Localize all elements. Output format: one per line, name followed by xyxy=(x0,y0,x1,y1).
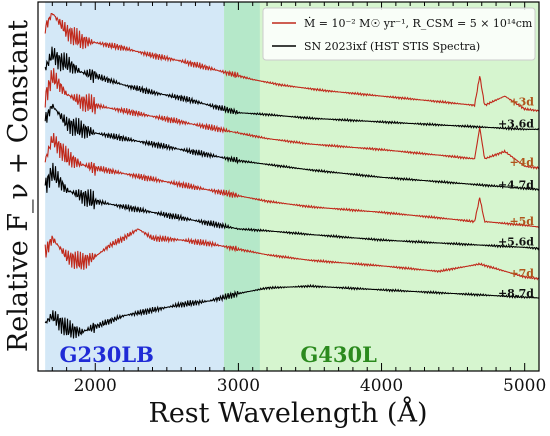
series-model-4d xyxy=(44,68,540,170)
epoch-label: +5d xyxy=(509,215,534,228)
band-labels: G230LB G430L xyxy=(60,342,378,367)
plot-frame xyxy=(37,1,540,372)
series-sn-2023ixf-5-6d xyxy=(44,162,540,251)
legend-box xyxy=(262,7,536,61)
x-axis-title: Rest Wavelength (Å) xyxy=(148,396,427,429)
x-tick-label: 5000 xyxy=(503,376,546,396)
band-label-g230lb: G230LB xyxy=(60,342,154,367)
band-label-g430l: G430L xyxy=(300,342,377,367)
y-axis-title: Relative F_ν + Constant xyxy=(3,20,34,352)
epoch-label: +4.7d xyxy=(498,178,534,191)
epoch-label: +4d xyxy=(509,156,534,169)
epoch-labels: +3d +3.6d +4d +4.7d +5d +5.6d +7d +8.7d xyxy=(498,95,534,300)
epoch-label: +3d xyxy=(509,95,534,108)
epoch-label: +8.7d xyxy=(498,287,534,300)
series-sn-2023ixf-3-6d xyxy=(44,46,540,131)
wavelength-bands xyxy=(45,2,540,371)
series-model-7d xyxy=(44,228,540,281)
legend-label-model: Ṁ = 10⁻² M☉ yr⁻¹, R_CSM = 5 × 10¹⁴cm xyxy=(304,16,533,30)
series-sn-2023ixf-8-7d xyxy=(44,283,540,339)
legend-label-data: SN 2023ixf (HST STIS Spectra) xyxy=(304,40,480,53)
x-tick-label: 4000 xyxy=(360,376,403,396)
legend: Ṁ = 10⁻² M☉ yr⁻¹, R_CSM = 5 × 10¹⁴cm SN … xyxy=(262,7,536,61)
region-overlap xyxy=(224,2,260,371)
spectra-series xyxy=(44,13,540,339)
epoch-label: +7d xyxy=(509,267,534,280)
series-sn-2023ixf-4-7d xyxy=(44,103,540,191)
epoch-label: +3.6d xyxy=(498,117,534,130)
epoch-label: +5.6d xyxy=(498,236,534,249)
series-model-3d xyxy=(44,13,540,113)
series-model-5d xyxy=(44,132,540,228)
x-axis-ticks: 2000 3000 4000 5000 xyxy=(51,2,546,396)
x-tick-label: 2000 xyxy=(74,376,117,396)
x-tick-label: 3000 xyxy=(217,376,260,396)
region-g430l xyxy=(224,2,540,371)
